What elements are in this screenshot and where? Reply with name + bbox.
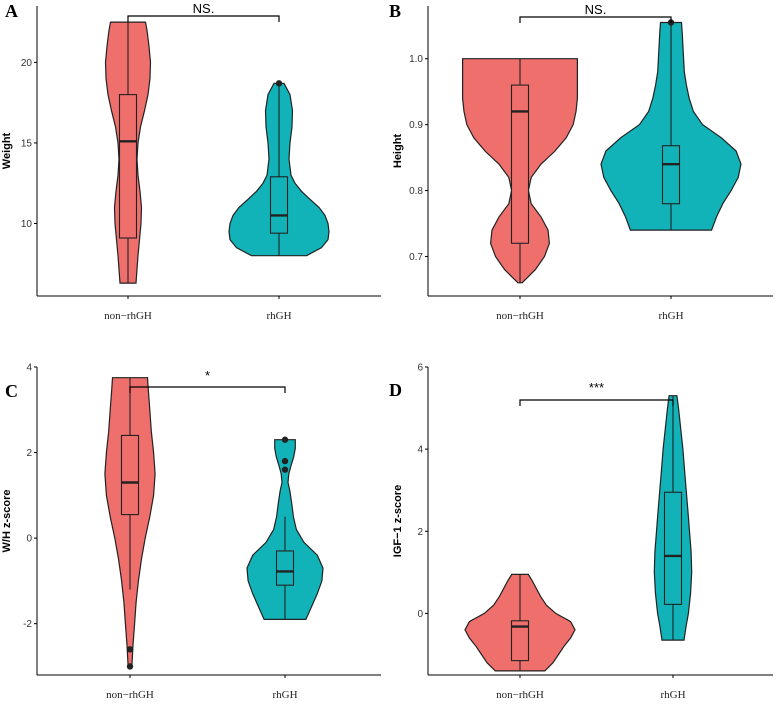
significance-label: ***	[589, 380, 604, 395]
x-category-label: non−rhGH	[106, 689, 154, 701]
panel-c: C -2 0 2 4 W/H z-score non−rhGH rhGH *	[1, 363, 381, 701]
x-category-label: non−rhGH	[496, 689, 544, 701]
y-tick-label: 15	[21, 138, 33, 149]
outlier-point	[281, 436, 289, 443]
y-tick-label: 6	[417, 363, 423, 374]
x-category-label: rhGH	[272, 689, 297, 701]
x-category-label: rhGH	[266, 310, 291, 322]
y-tick-label: 4	[26, 363, 32, 374]
box	[661, 145, 681, 205]
box	[120, 434, 140, 516]
outlier-point	[281, 466, 289, 473]
significance-bracket	[519, 399, 674, 406]
box	[118, 94, 138, 239]
y-tick-label: 0	[26, 534, 32, 545]
significance-label: NS.	[585, 2, 607, 17]
x-category-label: non−rhGH	[496, 310, 544, 322]
box	[510, 620, 530, 662]
significance-bracket	[127, 15, 280, 22]
significance-bracket	[129, 386, 286, 393]
y-tick-label: 0.7	[409, 252, 423, 263]
y-tick-label: 4	[417, 445, 423, 456]
outlier-point	[126, 646, 134, 653]
y-tick-label: 2	[26, 448, 32, 459]
outlier-point	[275, 80, 283, 87]
x-category-label: non−rhGH	[104, 310, 152, 322]
y-axis-title: W/H z-score	[1, 490, 13, 553]
significance-label: NS.	[193, 1, 215, 16]
box	[269, 176, 289, 234]
panel-d: D 0 2 4 6 IGF−1 z-score non−rhGH rhGH ***	[389, 363, 773, 701]
y-tick-label: 10	[21, 219, 33, 230]
y-tick-label: 1.0	[409, 54, 423, 65]
y-tick-label: -2	[23, 619, 32, 630]
panel-a: A 10 15 20 Weight non−rhGH rhGH NS.	[1, 1, 381, 322]
y-tick-label: 2	[417, 527, 423, 538]
x-category-label: rhGH	[658, 310, 683, 322]
box	[510, 84, 530, 244]
x-category-label: rhGH	[660, 689, 685, 701]
y-tick-label: 0.9	[409, 120, 423, 131]
significance-label: *	[205, 368, 210, 383]
panel-letter: A	[5, 1, 18, 21]
panel-letter: B	[389, 1, 401, 21]
y-axis-title: Weight	[1, 132, 13, 169]
y-tick-label: 0	[417, 609, 423, 620]
y-tick-label: 0.8	[409, 186, 423, 197]
panel-letter: C	[5, 381, 18, 401]
significance-bracket	[519, 16, 672, 23]
panel-letter: D	[389, 380, 402, 400]
box	[663, 491, 683, 605]
box	[275, 550, 295, 586]
outlier-point	[126, 663, 134, 670]
y-axis-title: Height	[392, 134, 404, 169]
y-tick-label: 20	[21, 58, 33, 69]
y-axis-title: IGF−1 z-score	[392, 485, 404, 557]
outlier-point	[281, 457, 289, 465]
panel-b: B 0.7 0.8 0.9 1.0 Height non−rhGH rhGH NS.	[389, 1, 773, 322]
